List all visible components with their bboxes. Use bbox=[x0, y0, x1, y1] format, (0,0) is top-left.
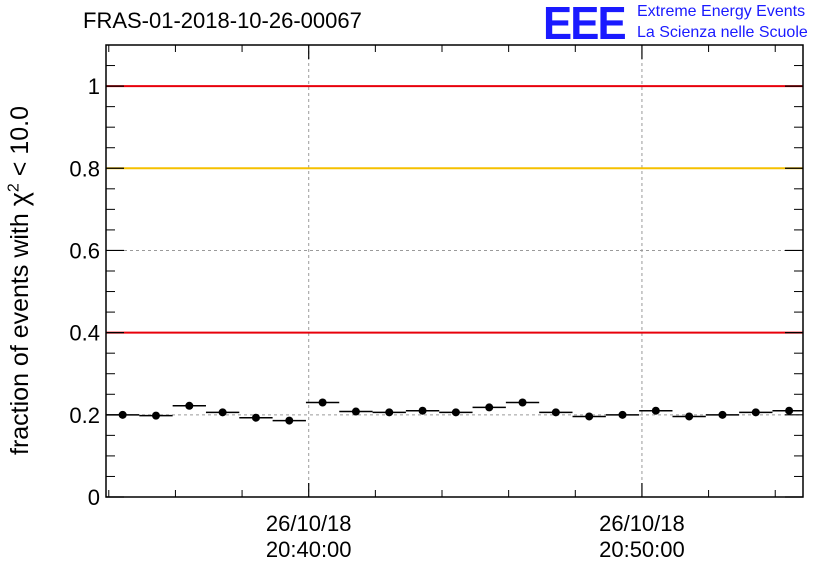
plot-frame bbox=[105, 44, 804, 498]
data-point bbox=[618, 410, 627, 419]
y-tick-label: 0.2 bbox=[69, 403, 100, 428]
data-point bbox=[585, 412, 594, 421]
data-point bbox=[318, 398, 327, 407]
y-tick-label: 0.8 bbox=[69, 156, 100, 181]
reference-lines bbox=[106, 85, 803, 334]
data-point bbox=[351, 407, 360, 416]
y-axis-label-superscript: 2 bbox=[5, 183, 23, 193]
y-axis-label-prefix: fraction of events with bbox=[6, 206, 34, 455]
y-tick-label: 0.4 bbox=[69, 321, 100, 346]
y-axis-label-chi: χ bbox=[4, 192, 34, 207]
data-point bbox=[518, 398, 527, 407]
data-layer bbox=[106, 398, 803, 425]
data-point bbox=[151, 411, 160, 420]
x-tick-label-date: 26/10/18 bbox=[266, 511, 352, 536]
logo-text-line2: La Scienza nelle Scuole bbox=[637, 24, 808, 41]
y-axis-label-suffix: < 10.0 bbox=[6, 106, 34, 184]
data-point bbox=[651, 406, 660, 415]
y-tick-label: 0 bbox=[88, 485, 100, 510]
data-point bbox=[551, 408, 560, 417]
x-tick-label-time: 20:50:00 bbox=[599, 537, 685, 562]
data-point bbox=[785, 406, 794, 415]
data-point bbox=[718, 410, 727, 419]
tick-layer bbox=[106, 44, 803, 498]
data-point bbox=[418, 406, 427, 415]
data-point bbox=[485, 403, 494, 412]
logo-mark: EEE bbox=[543, 0, 627, 49]
x-tick-label-date: 26/10/18 bbox=[599, 511, 685, 536]
data-point bbox=[685, 412, 694, 421]
data-point bbox=[385, 408, 394, 417]
chart-title: FRAS-01-2018-10-26-00067 bbox=[83, 8, 362, 33]
y-tick-label: 0.6 bbox=[69, 238, 100, 263]
y-axis-label: fraction of events with χ2 < 10.0 bbox=[4, 35, 34, 455]
data-point bbox=[451, 408, 460, 417]
data-point bbox=[285, 416, 294, 425]
data-point bbox=[185, 401, 194, 410]
y-tick-label: 1 bbox=[88, 74, 100, 99]
tick-labels: 00.20.40.60.8126/10/1820:40:0026/10/1820… bbox=[69, 74, 684, 562]
x-tick-label-time: 20:40:00 bbox=[266, 537, 352, 562]
data-point bbox=[751, 408, 760, 417]
data-point bbox=[251, 413, 260, 422]
grid-layer bbox=[106, 45, 803, 497]
data-point bbox=[218, 408, 227, 417]
logo-text-line1: Extreme Energy Events bbox=[637, 3, 806, 20]
